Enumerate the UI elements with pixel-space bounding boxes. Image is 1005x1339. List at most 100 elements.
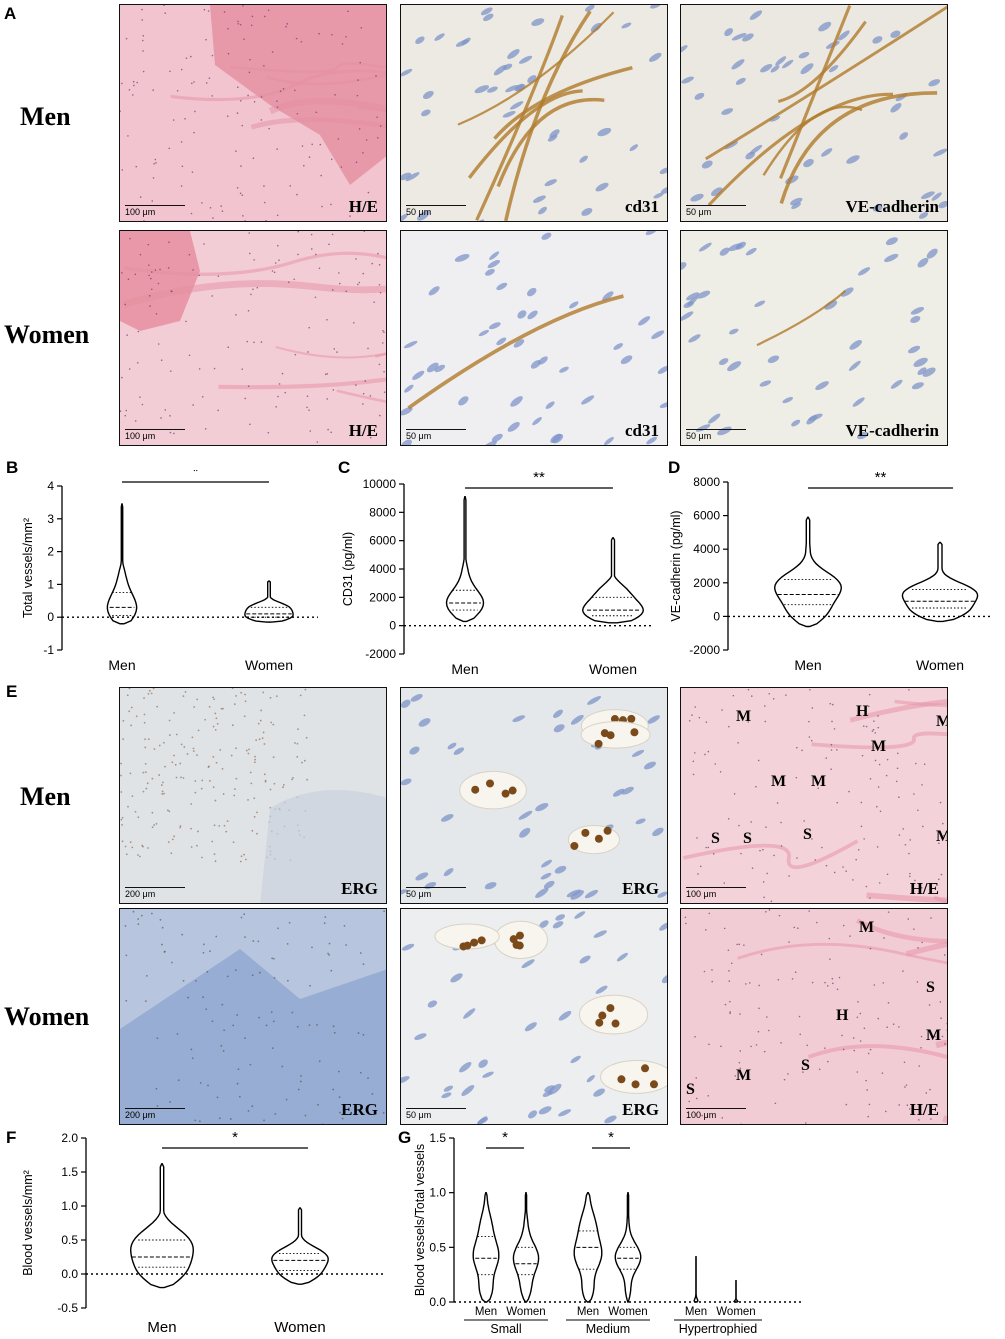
x-category-label: Women [716, 1306, 755, 1318]
row-label-women-e: Women [4, 1002, 90, 1031]
stain-label: VE-cadherin [845, 421, 940, 440]
x-category-label: Women [589, 661, 637, 677]
chart-d: -2000 0 2000 4000 6000 8000 VE-cadherin (pg/ml… [669, 470, 992, 673]
scale-bar: 50 μm [406, 1108, 466, 1120]
y-tick-label: 8000 [693, 475, 720, 489]
y-tick-label: -0.5 [57, 1301, 78, 1315]
micrograph-e-4: ERG 200 μm [119, 908, 387, 1125]
micrograph-e-5: ERG 50 μm [400, 908, 668, 1125]
scale-bar-label: 100 μm [686, 889, 717, 899]
vessel-type-marker: S [803, 826, 812, 843]
scale-bar-line [686, 1108, 746, 1109]
panel-label-g: G [398, 1128, 412, 1147]
chart-b: -1 0 1 2 3 4 Total vessels/mm² Men Women * [21, 470, 318, 673]
scale-bar-line [686, 887, 746, 888]
scale-bar-line [125, 887, 185, 888]
tissue-texture [681, 237, 938, 440]
significance-marker: ** [533, 470, 545, 486]
vessel-type-marker: S [686, 1081, 695, 1098]
vessel-type-marker: S [711, 830, 720, 847]
tissue-texture [681, 5, 947, 219]
scale-bar: 50 μm [406, 887, 466, 899]
y-tick-label: -1 [43, 643, 54, 657]
y-tick-label: 0.0 [61, 1267, 78, 1281]
scale-bar-label: 50 μm [406, 207, 432, 217]
violin-men [472, 1192, 500, 1303]
y-tick-label: 6000 [369, 534, 396, 548]
micrograph-e-2: ERG 50 μm [400, 687, 668, 904]
y-tick-label: 6000 [693, 509, 720, 523]
panel-label-b: B [6, 458, 19, 477]
micrograph-a-2: cd31 50 μm [400, 4, 668, 222]
micrograph-a-3: VE-cadherin 50 μm [680, 4, 948, 222]
violin-men [773, 516, 843, 628]
x-category-label: Women [274, 1319, 325, 1336]
vessel-type-marker: S [743, 830, 752, 847]
micrograph-a-6: VE-cadherin 50 μm [680, 230, 948, 446]
panel-label-d: D [668, 458, 681, 477]
x-category-label: Women [916, 657, 964, 673]
group-label: Small [490, 1322, 521, 1336]
tissue-texture [401, 231, 667, 445]
x-category-label: Men [794, 657, 821, 673]
scale-bar-label: 50 μm [686, 431, 712, 441]
stain-label: ERG [341, 1100, 378, 1119]
x-category-label: Men [108, 657, 135, 673]
micrograph-e-1: ERG 200 μm [119, 687, 387, 904]
scale-bar: 50 μm [686, 205, 746, 217]
y-tick-label: -2000 [365, 647, 396, 661]
significance-marker: * [608, 1129, 614, 1146]
stain-label: H/E [909, 879, 939, 898]
y-tick-label: 2000 [369, 590, 396, 604]
vessel-type-marker: M [936, 713, 947, 731]
violin-men [106, 503, 138, 625]
micrograph-e-6: H/E 100 μm M S H M M S S [680, 908, 948, 1125]
y-tick-label: 0 [47, 610, 54, 624]
violin-women [512, 1192, 540, 1303]
tissue-texture [401, 911, 667, 1124]
x-category-label: Men [451, 661, 478, 677]
violin-women [581, 537, 645, 624]
y-tick-label: 0.5 [429, 1240, 446, 1254]
stain-label: ERG [622, 1100, 659, 1119]
scale-bar-line [125, 1108, 185, 1109]
violin-men [129, 1163, 195, 1289]
significance-marker: * [502, 1129, 508, 1146]
tissue-texture [401, 5, 667, 221]
scale-bar-line [125, 429, 185, 430]
scale-bar-label: 50 μm [406, 431, 432, 441]
scale-bar: 50 μm [406, 205, 466, 217]
x-category-label: Men [577, 1306, 599, 1318]
y-tick-label: 1.0 [429, 1186, 446, 1200]
tissue-texture [401, 694, 667, 900]
y-tick-label: 0 [389, 619, 396, 633]
stain-label: H/E [909, 1100, 939, 1119]
significance-marker: * [193, 470, 199, 480]
y-axis-label: Blood vessels/mm² [21, 1170, 35, 1276]
micrograph-a-5: cd31 50 μm [400, 230, 668, 446]
violin-women [271, 1207, 329, 1285]
scale-bar-label: 50 μm [406, 1110, 432, 1120]
x-category-label: Women [245, 657, 293, 673]
micrograph-e-3: H/E 100 μm H M M M M M M S S S [680, 687, 948, 904]
y-tick-label: 1.5 [61, 1165, 78, 1179]
group-label: Medium [586, 1322, 630, 1336]
scale-bar: 100 μm [686, 887, 746, 899]
vessel-type-marker: M [811, 773, 827, 790]
violin-women [244, 580, 294, 623]
row-label-men-e: Men [20, 782, 71, 811]
y-tick-label: 3 [47, 512, 54, 526]
scale-bar: 50 μm [406, 429, 466, 441]
x-category-label: Women [608, 1306, 647, 1318]
micrograph-a-4: H/E 100 μm [119, 230, 387, 446]
scale-bar: 200 μm [125, 1108, 185, 1120]
scale-bar-line [406, 887, 466, 888]
stain-label: ERG [341, 879, 378, 898]
vessel-type-marker: M [859, 919, 875, 936]
chart-c: -2000 0 2000 4000 6000 8000 10000 CD31 (pg/ml) M… [341, 470, 652, 677]
violin-women [733, 1279, 739, 1303]
x-category-label: Men [475, 1306, 497, 1318]
scale-bar-line [125, 205, 185, 206]
scale-bar-label: 100 μm [686, 1110, 717, 1120]
group-label: Hypertrophied [679, 1322, 758, 1336]
